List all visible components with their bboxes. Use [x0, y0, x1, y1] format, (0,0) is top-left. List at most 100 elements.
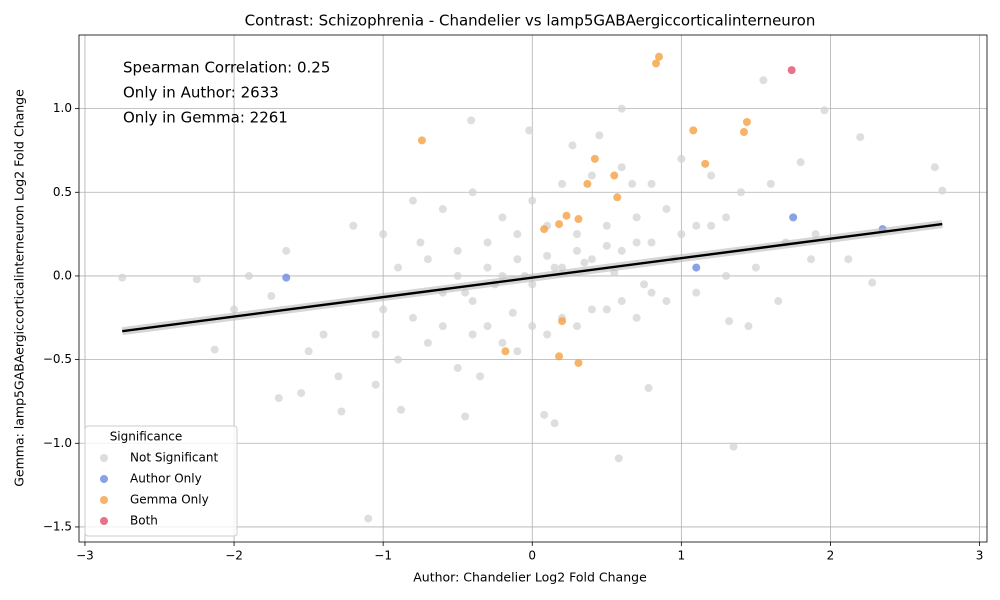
legend-title: Significance — [110, 430, 183, 444]
point — [692, 263, 701, 272]
x-tick-label: −3 — [76, 549, 94, 563]
point — [587, 171, 596, 180]
point — [438, 205, 447, 214]
point — [423, 338, 432, 347]
point — [796, 158, 805, 167]
point — [580, 258, 589, 267]
point — [692, 221, 701, 230]
point — [647, 179, 656, 188]
point — [774, 297, 783, 306]
point — [617, 104, 626, 113]
annotation: Spearman Correlation: 0.25 — [123, 59, 330, 77]
fit-line — [122, 222, 943, 333]
axes-frame — [78, 34, 988, 543]
point — [379, 305, 388, 314]
point — [742, 118, 751, 127]
legend-label: Not Significant — [130, 451, 218, 465]
point — [525, 126, 534, 135]
point — [722, 213, 731, 222]
point — [274, 394, 283, 403]
point — [192, 275, 201, 284]
point — [595, 131, 604, 140]
point — [572, 246, 581, 255]
point — [652, 59, 661, 68]
point — [647, 238, 656, 247]
point — [371, 330, 380, 339]
x-tick-label: 3 — [976, 549, 984, 563]
point — [476, 372, 485, 381]
y-tick-label: −1.5 — [43, 519, 72, 533]
point — [628, 179, 637, 188]
point — [744, 322, 753, 331]
y-tick-label: −1.0 — [43, 436, 72, 450]
point — [461, 288, 470, 297]
legend-marker — [100, 496, 108, 504]
point — [729, 442, 738, 451]
x-tick-label: −2 — [225, 549, 243, 563]
point — [844, 255, 853, 264]
point — [677, 230, 686, 239]
x-tick-label: 2 — [827, 549, 835, 563]
point — [304, 347, 313, 356]
point — [498, 338, 507, 347]
point — [408, 196, 417, 205]
point — [513, 347, 522, 356]
point — [540, 410, 549, 419]
point — [654, 52, 663, 61]
point — [282, 273, 291, 282]
legend-label: Both — [130, 514, 158, 528]
point — [282, 246, 291, 255]
point — [751, 263, 760, 272]
point — [319, 330, 328, 339]
point — [468, 188, 477, 197]
point — [540, 225, 549, 234]
point — [766, 179, 775, 188]
point — [602, 221, 611, 230]
point — [461, 412, 470, 421]
point — [394, 263, 403, 272]
point — [230, 305, 239, 314]
point — [574, 215, 583, 224]
point — [587, 305, 596, 314]
point — [856, 133, 865, 142]
point — [453, 246, 462, 255]
legend-marker — [100, 475, 108, 483]
point — [707, 221, 716, 230]
point — [555, 220, 564, 229]
point — [787, 66, 796, 75]
point — [468, 297, 477, 306]
point — [701, 159, 710, 168]
point — [613, 193, 622, 202]
point — [550, 263, 559, 272]
point — [632, 313, 641, 322]
point — [483, 238, 492, 247]
y-axis-label: Gemma: lamp5GABAergiccorticalinterneuron… — [12, 89, 27, 487]
point — [501, 347, 510, 356]
point — [555, 352, 564, 361]
point — [558, 317, 567, 326]
point — [662, 297, 671, 306]
x-tick-label: 0 — [528, 549, 536, 563]
point — [379, 230, 388, 239]
point — [508, 308, 517, 317]
point — [423, 255, 432, 264]
point — [602, 241, 611, 250]
point — [297, 389, 306, 398]
point — [807, 255, 816, 264]
point — [417, 136, 426, 145]
point — [938, 186, 947, 195]
point — [614, 454, 623, 463]
point — [568, 141, 577, 150]
point — [498, 213, 507, 222]
point — [349, 221, 358, 230]
y-tick-label: 0.0 — [53, 268, 72, 282]
y-tick-label: −0.5 — [43, 352, 72, 366]
point — [394, 355, 403, 364]
point — [820, 106, 829, 115]
point — [617, 163, 626, 172]
point — [528, 196, 537, 205]
point — [438, 322, 447, 331]
point — [602, 305, 611, 314]
point — [513, 230, 522, 239]
